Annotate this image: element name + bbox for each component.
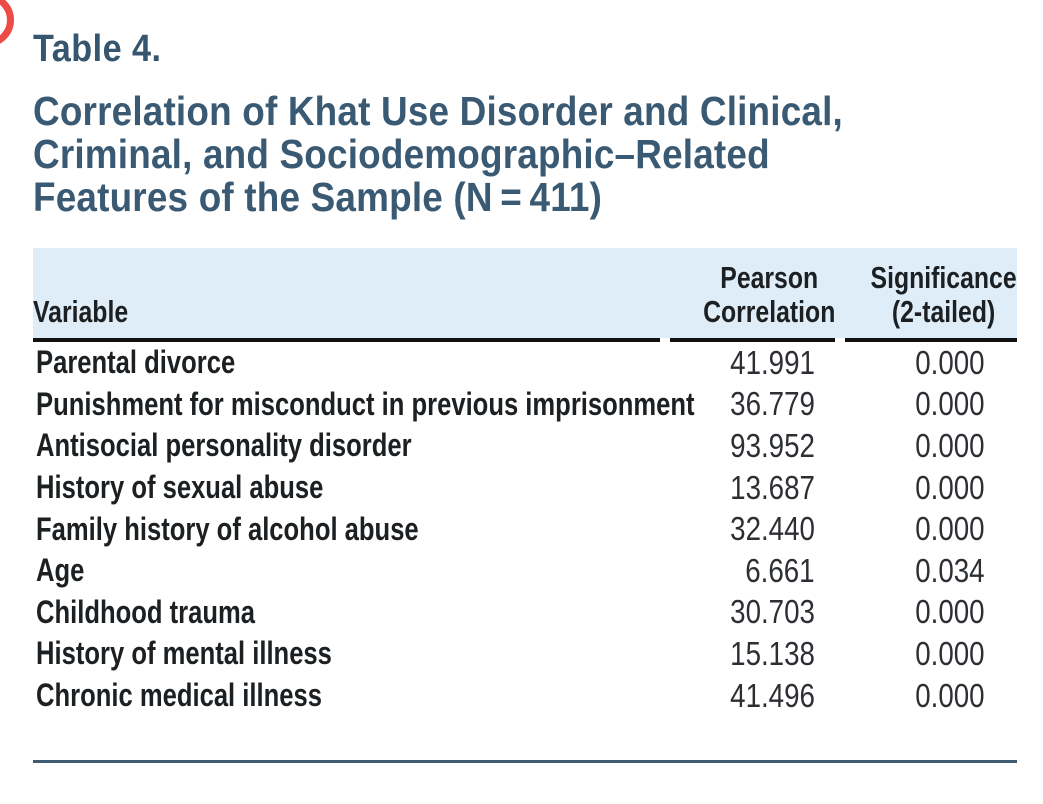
table-number-text: Table 4. [33, 28, 162, 70]
table-body: Parental divorce 41.991 0.000 Punishment… [33, 342, 1017, 716]
cell-significance: 0.000 [915, 426, 985, 464]
table-row: Family history of alcohol abuse 32.440 0… [33, 508, 1017, 550]
cell-pearson-correlation: 36.779 [730, 385, 815, 423]
table-row: History of sexual abuse 13.687 0.000 [33, 467, 1017, 509]
table-row: Age 6.661 0.034 [33, 550, 1017, 592]
table-bottom-rule [33, 760, 1017, 763]
table-title: Correlation of Khat Use Disorder and Cli… [33, 90, 933, 219]
title-line-3: Features of the Sample (N = 411) [33, 174, 603, 220]
cell-significance: 0.000 [915, 676, 985, 714]
cell-pearson-correlation: 15.138 [730, 634, 815, 672]
cell-pearson-correlation: 93.952 [730, 426, 815, 464]
cell-pearson-correlation: 13.687 [730, 468, 815, 506]
pearson-header-line-1: Pearson [719, 260, 818, 295]
header-rule [33, 338, 1017, 342]
cell-variable: Family history of alcohol abuse [36, 510, 419, 547]
cell-pearson-correlation: 41.496 [730, 676, 815, 714]
cell-pearson-correlation: 6.661 [745, 551, 815, 589]
cell-significance: 0.000 [915, 510, 985, 548]
table-row: History of mental illness 15.138 0.000 [33, 633, 1017, 675]
significance-header-line-2: (2-tailed) [892, 294, 996, 329]
cell-variable: Chronic medical illness [36, 677, 322, 714]
table-header-row: Variable Pearson Correlation Significanc… [33, 248, 1017, 338]
table-row: Parental divorce 41.991 0.000 [33, 342, 1017, 384]
cell-significance: 0.034 [915, 551, 985, 589]
cell-significance: 0.000 [915, 468, 985, 506]
red-arc-decoration [0, 0, 14, 47]
cell-variable: Punishment for misconduct in previous im… [36, 385, 695, 422]
table-row: Antisocial personality disorder 93.952 0… [33, 425, 1017, 467]
cell-variable: History of mental illness [36, 635, 332, 672]
column-header-pearson-correlation: Pearson Correlation [660, 261, 835, 329]
cell-variable: Parental divorce [36, 344, 236, 381]
table-row: Punishment for misconduct in previous im… [33, 384, 1017, 426]
header-rule-segment-significance [845, 338, 1017, 342]
title-line-1: Correlation of Khat Use Disorder and Cli… [33, 88, 843, 134]
column-header-variable-label: Variable [33, 294, 129, 329]
cell-significance: 0.000 [915, 634, 985, 672]
cell-variable: History of sexual abuse [36, 469, 324, 506]
correlation-table: Variable Pearson Correlation Significanc… [33, 248, 1017, 716]
pearson-header-line-2: Correlation [702, 294, 835, 329]
column-header-variable: Variable [33, 295, 660, 329]
column-header-significance: Significance (2-tailed) [835, 261, 1017, 329]
header-rule-segment-pearson [670, 338, 835, 342]
cell-pearson-correlation: 32.440 [730, 510, 815, 548]
cell-variable: Age [36, 552, 85, 589]
header-rule-segment-variable [33, 338, 660, 342]
cell-variable: Antisocial personality disorder [36, 427, 412, 464]
table-number-label: Table 4. [33, 28, 176, 71]
cell-pearson-correlation: 30.703 [730, 593, 815, 631]
cell-significance: 0.000 [915, 343, 985, 381]
significance-header-line-1: Significance [870, 260, 1017, 295]
cell-variable: Childhood trauma [36, 593, 256, 630]
cell-significance: 0.000 [915, 593, 985, 631]
title-line-2: Criminal, and Sociodemographic–Related [33, 131, 770, 177]
table-row: Chronic medical illness 41.496 0.000 [33, 675, 1017, 717]
cell-pearson-correlation: 41.991 [730, 343, 815, 381]
table-row: Childhood trauma 30.703 0.000 [33, 592, 1017, 634]
cell-significance: 0.000 [915, 385, 985, 423]
